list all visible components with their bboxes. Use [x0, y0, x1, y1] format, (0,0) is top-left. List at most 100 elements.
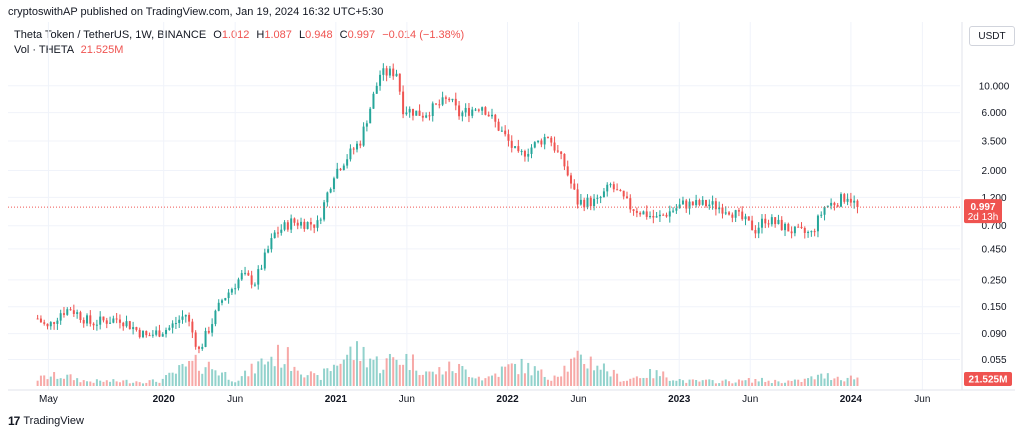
currency-button[interactable]: USDT [969, 26, 1015, 46]
volume-bar [497, 376, 500, 386]
y-axis-tick-label: 0.450 [981, 244, 1006, 255]
candle-body [840, 194, 842, 207]
candle-body [606, 184, 609, 192]
candle-body [92, 323, 95, 326]
candle-body [467, 107, 470, 116]
candle-body [721, 207, 724, 214]
candle-body [705, 199, 708, 207]
candle-body [204, 330, 207, 347]
candle-body [207, 330, 210, 333]
candle-body [214, 310, 217, 325]
volume-bar [645, 377, 648, 386]
candle-body [751, 220, 754, 231]
candle-body [826, 205, 829, 207]
candle-body [810, 231, 813, 233]
volume-bar [573, 357, 576, 386]
candle-body [487, 114, 490, 117]
candle-body [464, 107, 467, 113]
candle-body [612, 184, 615, 190]
y-axis-tick-label: 0.700 [981, 221, 1006, 232]
volume-bar [546, 379, 549, 386]
volume-bar [612, 369, 615, 386]
volume-bar [625, 380, 628, 386]
volume-bar [375, 356, 378, 386]
volume-bar [326, 368, 329, 386]
volume-bar [691, 379, 694, 386]
candle-body [672, 210, 675, 212]
candle-body [849, 198, 852, 203]
candle-body [230, 289, 233, 293]
volume-bar [701, 380, 704, 386]
candle-body [484, 107, 487, 115]
volume-bar [724, 379, 727, 386]
volume-bar [428, 371, 431, 386]
candle-body [43, 322, 46, 324]
candle-body [99, 316, 102, 325]
volume-bar [319, 379, 322, 386]
candle-body [642, 211, 645, 215]
candle-body [688, 201, 691, 209]
volume-bar [728, 381, 731, 386]
volume-bar [642, 377, 645, 386]
candle-body [72, 310, 75, 314]
volume-bar [56, 378, 59, 386]
candle-body [323, 202, 326, 220]
candle-body [461, 112, 464, 117]
candle-body [293, 218, 296, 223]
candle-body [744, 216, 747, 220]
volume-bar [99, 380, 102, 386]
volume-bar [629, 378, 632, 386]
volume-bar [349, 346, 352, 386]
candle-body [678, 204, 681, 209]
candle-body [388, 68, 391, 76]
candle-body [39, 318, 42, 323]
volume-bar [435, 374, 438, 386]
candle-body [408, 108, 411, 113]
candle-body [652, 216, 655, 218]
candle-body [708, 204, 711, 207]
candle-body [49, 322, 52, 327]
candle-body [698, 200, 701, 205]
volume-bar [168, 372, 171, 386]
tradingview-footer[interactable]: 17 TradingView [8, 414, 84, 428]
volume-bar [415, 370, 418, 386]
candle-body [155, 330, 158, 335]
volume-bar [500, 366, 503, 386]
volume-bar [688, 379, 691, 386]
volume-bar [165, 375, 168, 386]
volume-bar [66, 374, 69, 386]
candle-body [178, 319, 181, 324]
candle-body [128, 321, 131, 330]
volume-bar [148, 380, 151, 386]
open-label: O [213, 29, 222, 41]
volume-bar [504, 366, 507, 386]
volume-bar [757, 381, 760, 386]
volume-bar [280, 367, 283, 386]
candle-body [520, 150, 523, 152]
candle-body [217, 302, 220, 311]
volume-bar [418, 375, 421, 386]
volume-bar [622, 381, 625, 386]
candle-body [276, 232, 279, 234]
volume-bar [250, 363, 253, 386]
volume-bar [481, 380, 484, 386]
candle-body [856, 200, 859, 208]
candle-body [836, 205, 839, 207]
volume-bar [234, 382, 237, 386]
volume-bar [273, 366, 276, 386]
candle-body [392, 68, 395, 77]
candle-body [441, 97, 444, 105]
candle-body [132, 327, 135, 330]
candle-body [221, 300, 224, 303]
volume-title[interactable]: Vol · THETA [14, 44, 74, 56]
volume-bar [672, 380, 675, 386]
volume-bar [675, 380, 678, 386]
volume-bar [487, 376, 490, 386]
volume-bar [784, 382, 787, 386]
volume-bar [708, 379, 711, 386]
symbol-title[interactable]: Theta Token / TetherUS, 1W, BINANCE [14, 29, 207, 41]
candle-body [504, 130, 507, 135]
candle-body [546, 137, 549, 139]
volume-bar [125, 379, 128, 386]
